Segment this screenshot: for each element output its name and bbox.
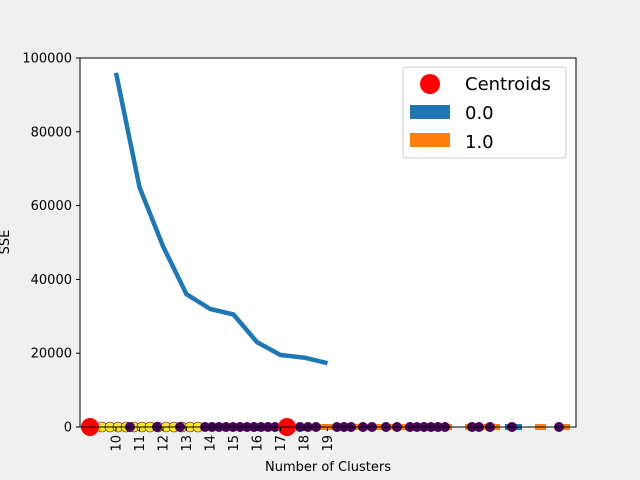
y-tick-label: 40000 [31,273,72,288]
x-tick-label: 15 [227,435,242,452]
x-tick-label: 10 [110,435,125,452]
x-tick-label: 11 [133,435,148,452]
y-tick-label: 80000 [31,125,72,140]
y-tick-label: 60000 [31,199,72,214]
legend-patch-0 [410,105,450,119]
legend-centroid-marker [420,74,440,94]
x-tick-label: 16 [251,435,266,452]
x-axis: 10 11 12 13 14 15 16 17 18 19 [110,427,336,452]
y-tick-label: 0 [64,421,72,436]
series-line-group [113,72,329,366]
y-tick-label: 100000 [22,52,72,67]
y-tick-label: 20000 [31,347,72,362]
x-axis-label: Number of Clusters [265,460,391,475]
x-tick-label: 18 [298,435,313,452]
x-tick-label: 13 [180,435,195,452]
y-axis: 0 20000 40000 60000 80000 100000 [22,52,80,436]
legend-label-1: 1.0 [465,132,494,153]
legend-patch-1 [410,133,450,147]
sse-line [113,72,329,366]
legend-label-centroids: Centroids [465,74,551,95]
x-tick-label: 17 [274,435,289,452]
y-axis-label: SSE [0,230,13,255]
x-tick-label: 19 [321,435,336,452]
x-tick-label: 12 [157,435,172,452]
legend: Centroids 0.0 1.0 [402,66,567,159]
x-tick-label: 14 [204,435,219,452]
legend-label-0: 0.0 [465,103,494,124]
